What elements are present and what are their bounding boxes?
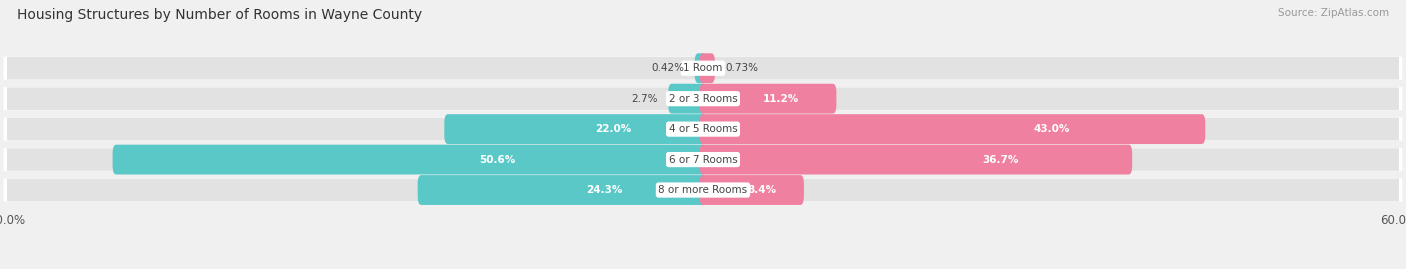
FancyBboxPatch shape [700,84,837,114]
Text: 11.2%: 11.2% [763,94,799,104]
FancyBboxPatch shape [7,148,1399,171]
Text: Housing Structures by Number of Rooms in Wayne County: Housing Structures by Number of Rooms in… [17,8,422,22]
FancyBboxPatch shape [700,114,1205,144]
Text: 36.7%: 36.7% [983,155,1019,165]
Text: 4 or 5 Rooms: 4 or 5 Rooms [669,124,737,134]
Text: 6 or 7 Rooms: 6 or 7 Rooms [669,155,737,165]
FancyBboxPatch shape [7,118,1399,140]
FancyBboxPatch shape [700,53,714,83]
Text: 43.0%: 43.0% [1033,124,1070,134]
Text: 8 or more Rooms: 8 or more Rooms [658,185,748,195]
FancyBboxPatch shape [418,175,706,205]
FancyBboxPatch shape [4,148,1402,171]
Text: 2.7%: 2.7% [631,94,658,104]
Text: 2 or 3 Rooms: 2 or 3 Rooms [669,94,737,104]
FancyBboxPatch shape [4,57,1402,80]
FancyBboxPatch shape [4,118,1402,141]
Text: 1 Room: 1 Room [683,63,723,73]
Text: 50.6%: 50.6% [479,155,516,165]
FancyBboxPatch shape [668,84,706,114]
FancyBboxPatch shape [4,178,1402,201]
Text: 22.0%: 22.0% [596,124,631,134]
FancyBboxPatch shape [700,145,1132,175]
Text: Source: ZipAtlas.com: Source: ZipAtlas.com [1278,8,1389,18]
FancyBboxPatch shape [7,179,1399,201]
Text: 0.73%: 0.73% [725,63,758,73]
FancyBboxPatch shape [4,87,1402,110]
Text: 0.42%: 0.42% [651,63,685,73]
Text: 8.4%: 8.4% [747,185,776,195]
FancyBboxPatch shape [700,175,804,205]
Text: 24.3%: 24.3% [586,185,623,195]
FancyBboxPatch shape [695,53,706,83]
FancyBboxPatch shape [112,145,706,175]
FancyBboxPatch shape [444,114,706,144]
FancyBboxPatch shape [7,57,1399,79]
FancyBboxPatch shape [7,87,1399,110]
